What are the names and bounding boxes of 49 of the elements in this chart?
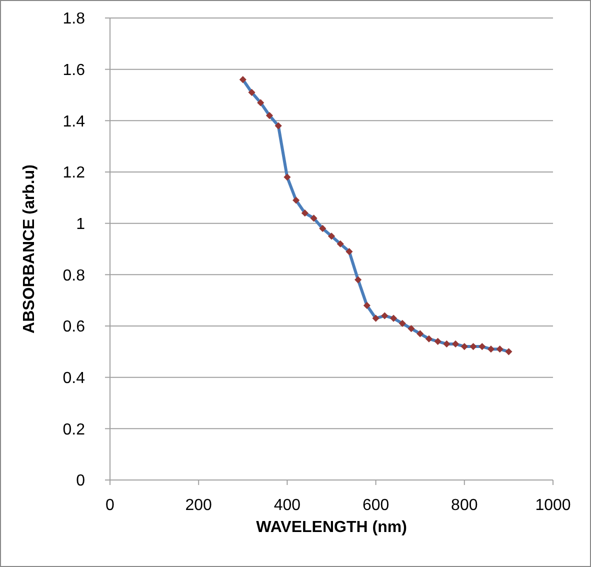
point (310, 214, 318, 222)
point (381, 312, 388, 320)
point (460, 342, 468, 350)
y-axis-title: ABSORBANCE (arb.u) (21, 164, 38, 334)
x-axis-title: WAVELENGTH (nm) (256, 519, 407, 536)
point (248, 88, 256, 96)
point (372, 314, 380, 322)
y-tick-label: 1.2 (62, 164, 86, 182)
y-tick-label: 0.8 (62, 267, 86, 284)
point (408, 325, 415, 332)
y-tick-label: 0.4 (62, 370, 86, 387)
y-tick-label: 1.6 (62, 62, 86, 79)
point (328, 232, 336, 240)
point (443, 340, 450, 348)
point (452, 340, 460, 348)
point (398, 320, 406, 327)
point (470, 342, 477, 350)
point (478, 342, 486, 350)
point (292, 196, 300, 204)
point (257, 99, 264, 106)
point (487, 346, 495, 353)
point (434, 338, 442, 345)
y-tick-label: 0.2 (62, 421, 86, 438)
point (336, 240, 344, 248)
x-tick-label: 1000 (535, 497, 571, 514)
point (425, 335, 433, 342)
point (284, 174, 291, 181)
point (319, 224, 326, 232)
point (266, 112, 274, 120)
point (416, 330, 424, 338)
x-tick-label: 400 (274, 497, 301, 514)
point (239, 76, 246, 84)
y-tick-label: 0 (76, 472, 86, 490)
point (274, 122, 282, 130)
point (496, 346, 504, 353)
point (346, 248, 353, 256)
x-tick-label: 800 (451, 497, 478, 514)
y-tick-label: 1.4 (62, 113, 86, 130)
point (354, 276, 362, 284)
x-tick-label: 200 (185, 497, 212, 514)
point (363, 302, 370, 310)
y-tick-label: 1 (76, 216, 86, 233)
y-tick-label: 1.8 (62, 10, 86, 28)
point (505, 348, 512, 356)
x-tick-label: 600 (362, 497, 390, 514)
point (390, 314, 398, 322)
y-tick-label: 0.6 (62, 318, 86, 336)
x-tick-label: 0 (106, 497, 115, 514)
point (301, 210, 308, 217)
